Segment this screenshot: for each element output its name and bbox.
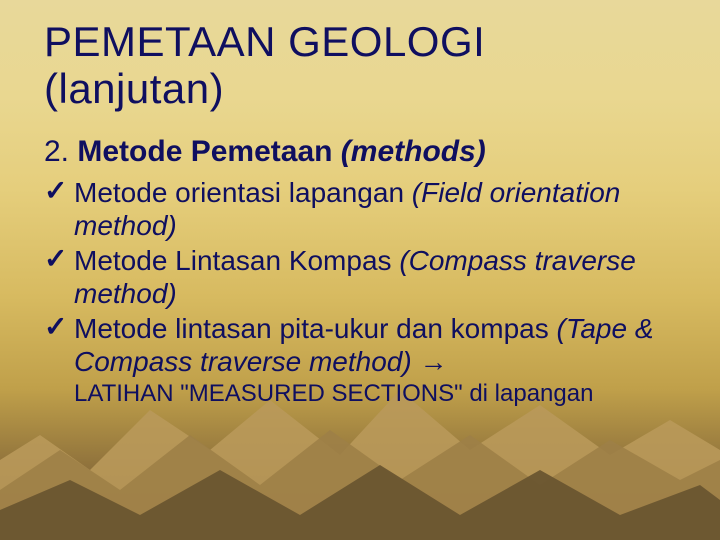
arrow-icon: → (412, 346, 448, 377)
mountain-layer-mid (0, 430, 720, 540)
bullet-list: ✓ Metode orientasi lapangan (Field orien… (44, 176, 676, 378)
check-icon: ✓ (44, 310, 67, 343)
slide-title: PEMETAAN GEOLOGI (lanjutan) (44, 18, 676, 112)
item-text: Metode Lintasan Kompas (74, 245, 399, 276)
slide: PEMETAAN GEOLOGI (lanjutan) 2. Metode Pe… (0, 0, 720, 540)
list-item: ✓ Metode lintasan pita-ukur dan kompas (… (44, 312, 676, 378)
note-text: LATIHAN "MEASURED SECTIONS" di lapangan (44, 380, 676, 409)
subheading-italic: (methods) (341, 135, 486, 168)
slide-content: PEMETAAN GEOLOGI (lanjutan) 2. Metode Pe… (0, 0, 720, 409)
item-text: Metode orientasi lapangan (74, 177, 412, 208)
list-item: ✓ Metode orientasi lapangan (Field orien… (44, 176, 676, 242)
mountain-layer-back (0, 390, 720, 540)
check-icon: ✓ (44, 242, 67, 275)
item-text: Metode lintasan pita-ukur dan kompas (74, 313, 557, 344)
subheading-bold: Metode Pemetaan (77, 135, 340, 168)
subheading: 2. Metode Pemetaan (methods) (44, 134, 676, 170)
check-icon: ✓ (44, 174, 67, 207)
subheading-number: 2. (44, 135, 69, 168)
mountain-layer-front (0, 465, 720, 540)
list-item: ✓ Metode Lintasan Kompas (Compass traver… (44, 244, 676, 310)
